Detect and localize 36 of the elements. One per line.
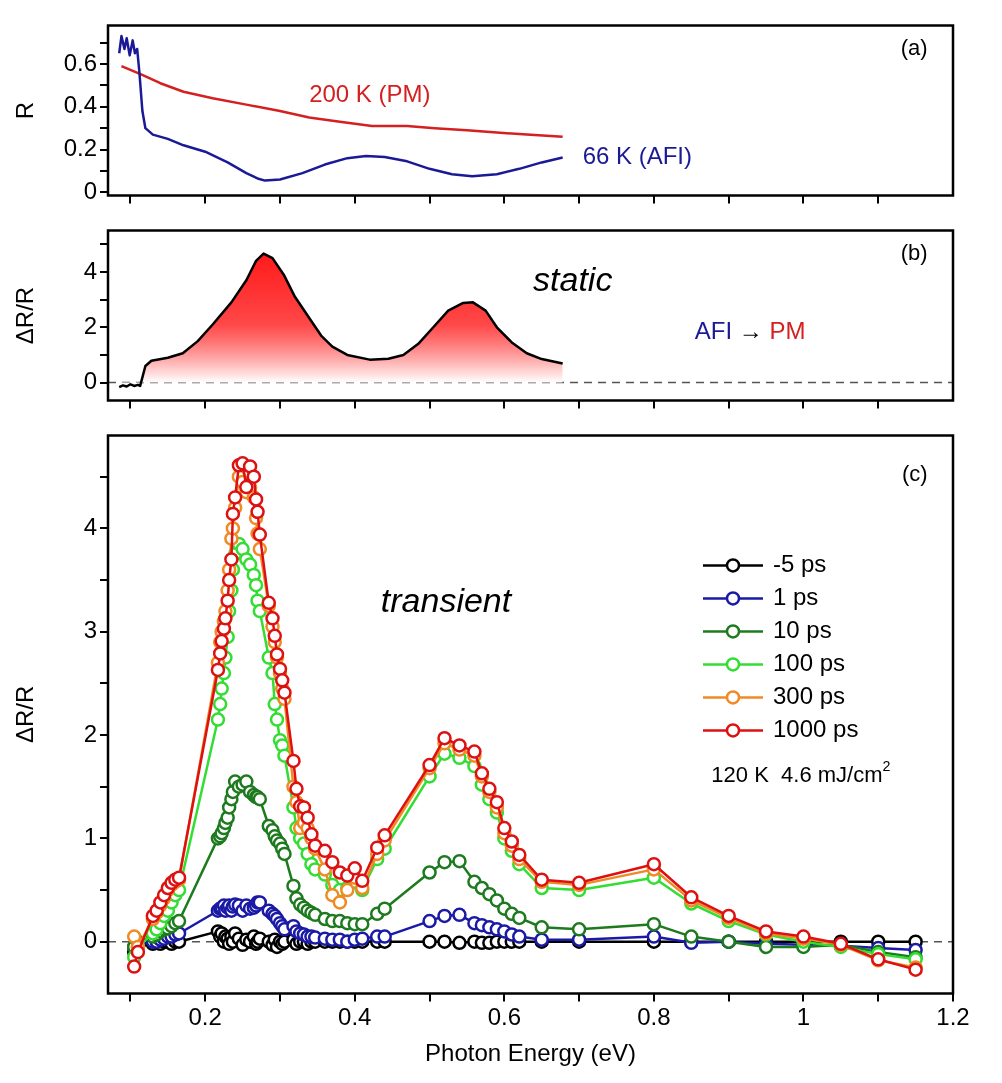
x-axis-title: Photon Energy (eV) (425, 1039, 636, 1067)
legend-label: 1 ps (773, 583, 819, 611)
y-axis-title: ΔR/R (11, 286, 39, 345)
annotation: (c) (902, 460, 928, 486)
y-tick-label: 0 (83, 177, 97, 205)
legend-label: 10 ps (773, 616, 832, 644)
x-tick-label: 0.6 (487, 1003, 522, 1031)
legend-label: 1000 ps (773, 715, 859, 743)
y-axis-title: R (11, 101, 39, 120)
y-tick-label: 0 (83, 926, 97, 954)
y-tick-label: 2 (83, 719, 97, 747)
y-tick-label: 4 (83, 256, 97, 284)
x-tick-label: 1 (796, 1003, 811, 1031)
y-axis-title: ΔR/R (11, 685, 39, 744)
x-tick-label: 0.4 (338, 1003, 372, 1031)
x-tick-label: 1.2 (936, 1003, 970, 1031)
y-tick-label: 1 (83, 823, 97, 851)
annotation: (a) (900, 35, 928, 61)
x-tick-label: 0.2 (188, 1003, 222, 1031)
annotation: transient (380, 581, 513, 620)
x-tick-label: 0.8 (637, 1003, 671, 1031)
annotation: AFI → PM (694, 317, 806, 345)
annotation: static (533, 259, 613, 298)
legend-label: 100 ps (773, 649, 846, 677)
annotation: (b) (900, 240, 928, 266)
y-tick-label: 0.2 (63, 134, 97, 162)
legend-label: -5 ps (773, 550, 827, 578)
y-tick-label: 0.4 (63, 91, 97, 119)
series-label: 66 K (AFI) (582, 142, 693, 170)
y-tick-label: 2 (83, 311, 97, 339)
y-tick-label: 0.6 (63, 48, 97, 76)
series-label: 200 K (PM) (309, 80, 431, 108)
y-tick-label: 3 (83, 616, 97, 644)
y-tick-label: 4 (83, 513, 97, 541)
y-tick-label: 0 (83, 367, 97, 395)
legend-label: 300 ps (773, 682, 846, 710)
